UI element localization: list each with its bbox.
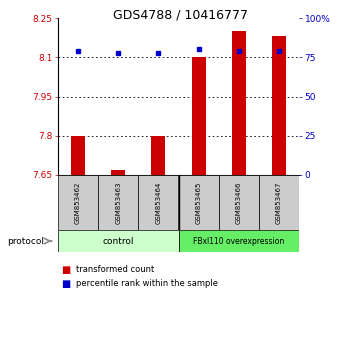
- Text: GSM853466: GSM853466: [236, 181, 242, 224]
- Bar: [232, 31, 246, 175]
- Bar: [58, 230, 178, 252]
- Bar: [58, 175, 98, 230]
- Bar: [192, 57, 206, 175]
- Text: GSM853467: GSM853467: [276, 181, 282, 224]
- Text: GSM853465: GSM853465: [196, 181, 201, 224]
- Bar: [272, 36, 286, 175]
- Bar: [178, 175, 219, 230]
- Bar: [111, 170, 125, 175]
- Text: transformed count: transformed count: [76, 266, 154, 274]
- Text: GSM853464: GSM853464: [156, 181, 161, 224]
- Text: percentile rank within the sample: percentile rank within the sample: [76, 280, 218, 289]
- Text: ■: ■: [62, 265, 71, 275]
- Text: ■: ■: [62, 279, 71, 289]
- Text: GSM853462: GSM853462: [75, 181, 81, 224]
- Bar: [71, 136, 85, 175]
- Bar: [151, 136, 165, 175]
- Text: protocol: protocol: [7, 236, 44, 246]
- Bar: [138, 175, 178, 230]
- Text: GSM853463: GSM853463: [115, 181, 121, 224]
- Text: FBxl110 overexpression: FBxl110 overexpression: [193, 236, 284, 246]
- Bar: [259, 175, 299, 230]
- Text: GDS4788 / 10416777: GDS4788 / 10416777: [113, 9, 248, 22]
- Bar: [178, 230, 299, 252]
- Text: control: control: [103, 236, 134, 246]
- Bar: [98, 175, 138, 230]
- Bar: [219, 175, 259, 230]
